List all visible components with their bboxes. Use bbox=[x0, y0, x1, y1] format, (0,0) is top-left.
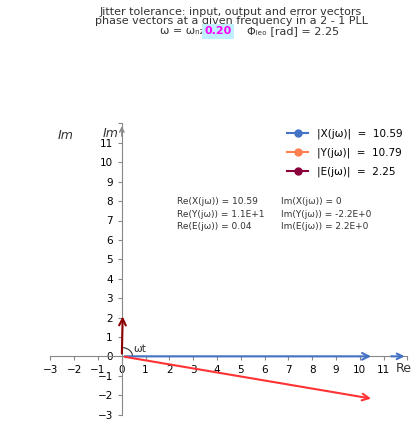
Text: Im(X(jω)) = 0
Im(Y(jω)) = -2.2E+0
Im(E(jω)) = 2.2E+0: Im(X(jω)) = 0 Im(Y(jω)) = -2.2E+0 Im(E(j… bbox=[281, 197, 372, 231]
Text: Φₗₑₒ [rad] = 2.25: Φₗₑₒ [rad] = 2.25 bbox=[226, 26, 339, 37]
Text: Jitter tolerance: input, output and error vectors: Jitter tolerance: input, output and erro… bbox=[100, 7, 362, 17]
Text: 0.20: 0.20 bbox=[205, 26, 232, 37]
Text: Re(X(jω)) = 10.59
Re(Y(jω)) = 1.1E+1
Re(E(jω)) = 0.04: Re(X(jω)) = 10.59 Re(Y(jω)) = 1.1E+1 Re(… bbox=[176, 197, 264, 231]
Text: ωt: ωt bbox=[133, 344, 146, 354]
Text: Re: Re bbox=[396, 362, 412, 375]
Text: phase vectors at a given frequency in a 2 - 1 PLL: phase vectors at a given frequency in a … bbox=[94, 16, 368, 26]
Text: Im: Im bbox=[103, 127, 119, 140]
Legend: |X(jω)|  =  10.59, |Y(jω)|  =  10.79, |E(jω)|  =  2.25: |X(jω)| = 10.59, |Y(jω)| = 10.79, |E(jω)… bbox=[287, 129, 402, 177]
Text: ω = ωₙ₂·: ω = ωₙ₂· bbox=[160, 26, 207, 37]
Text: Im: Im bbox=[58, 129, 74, 142]
